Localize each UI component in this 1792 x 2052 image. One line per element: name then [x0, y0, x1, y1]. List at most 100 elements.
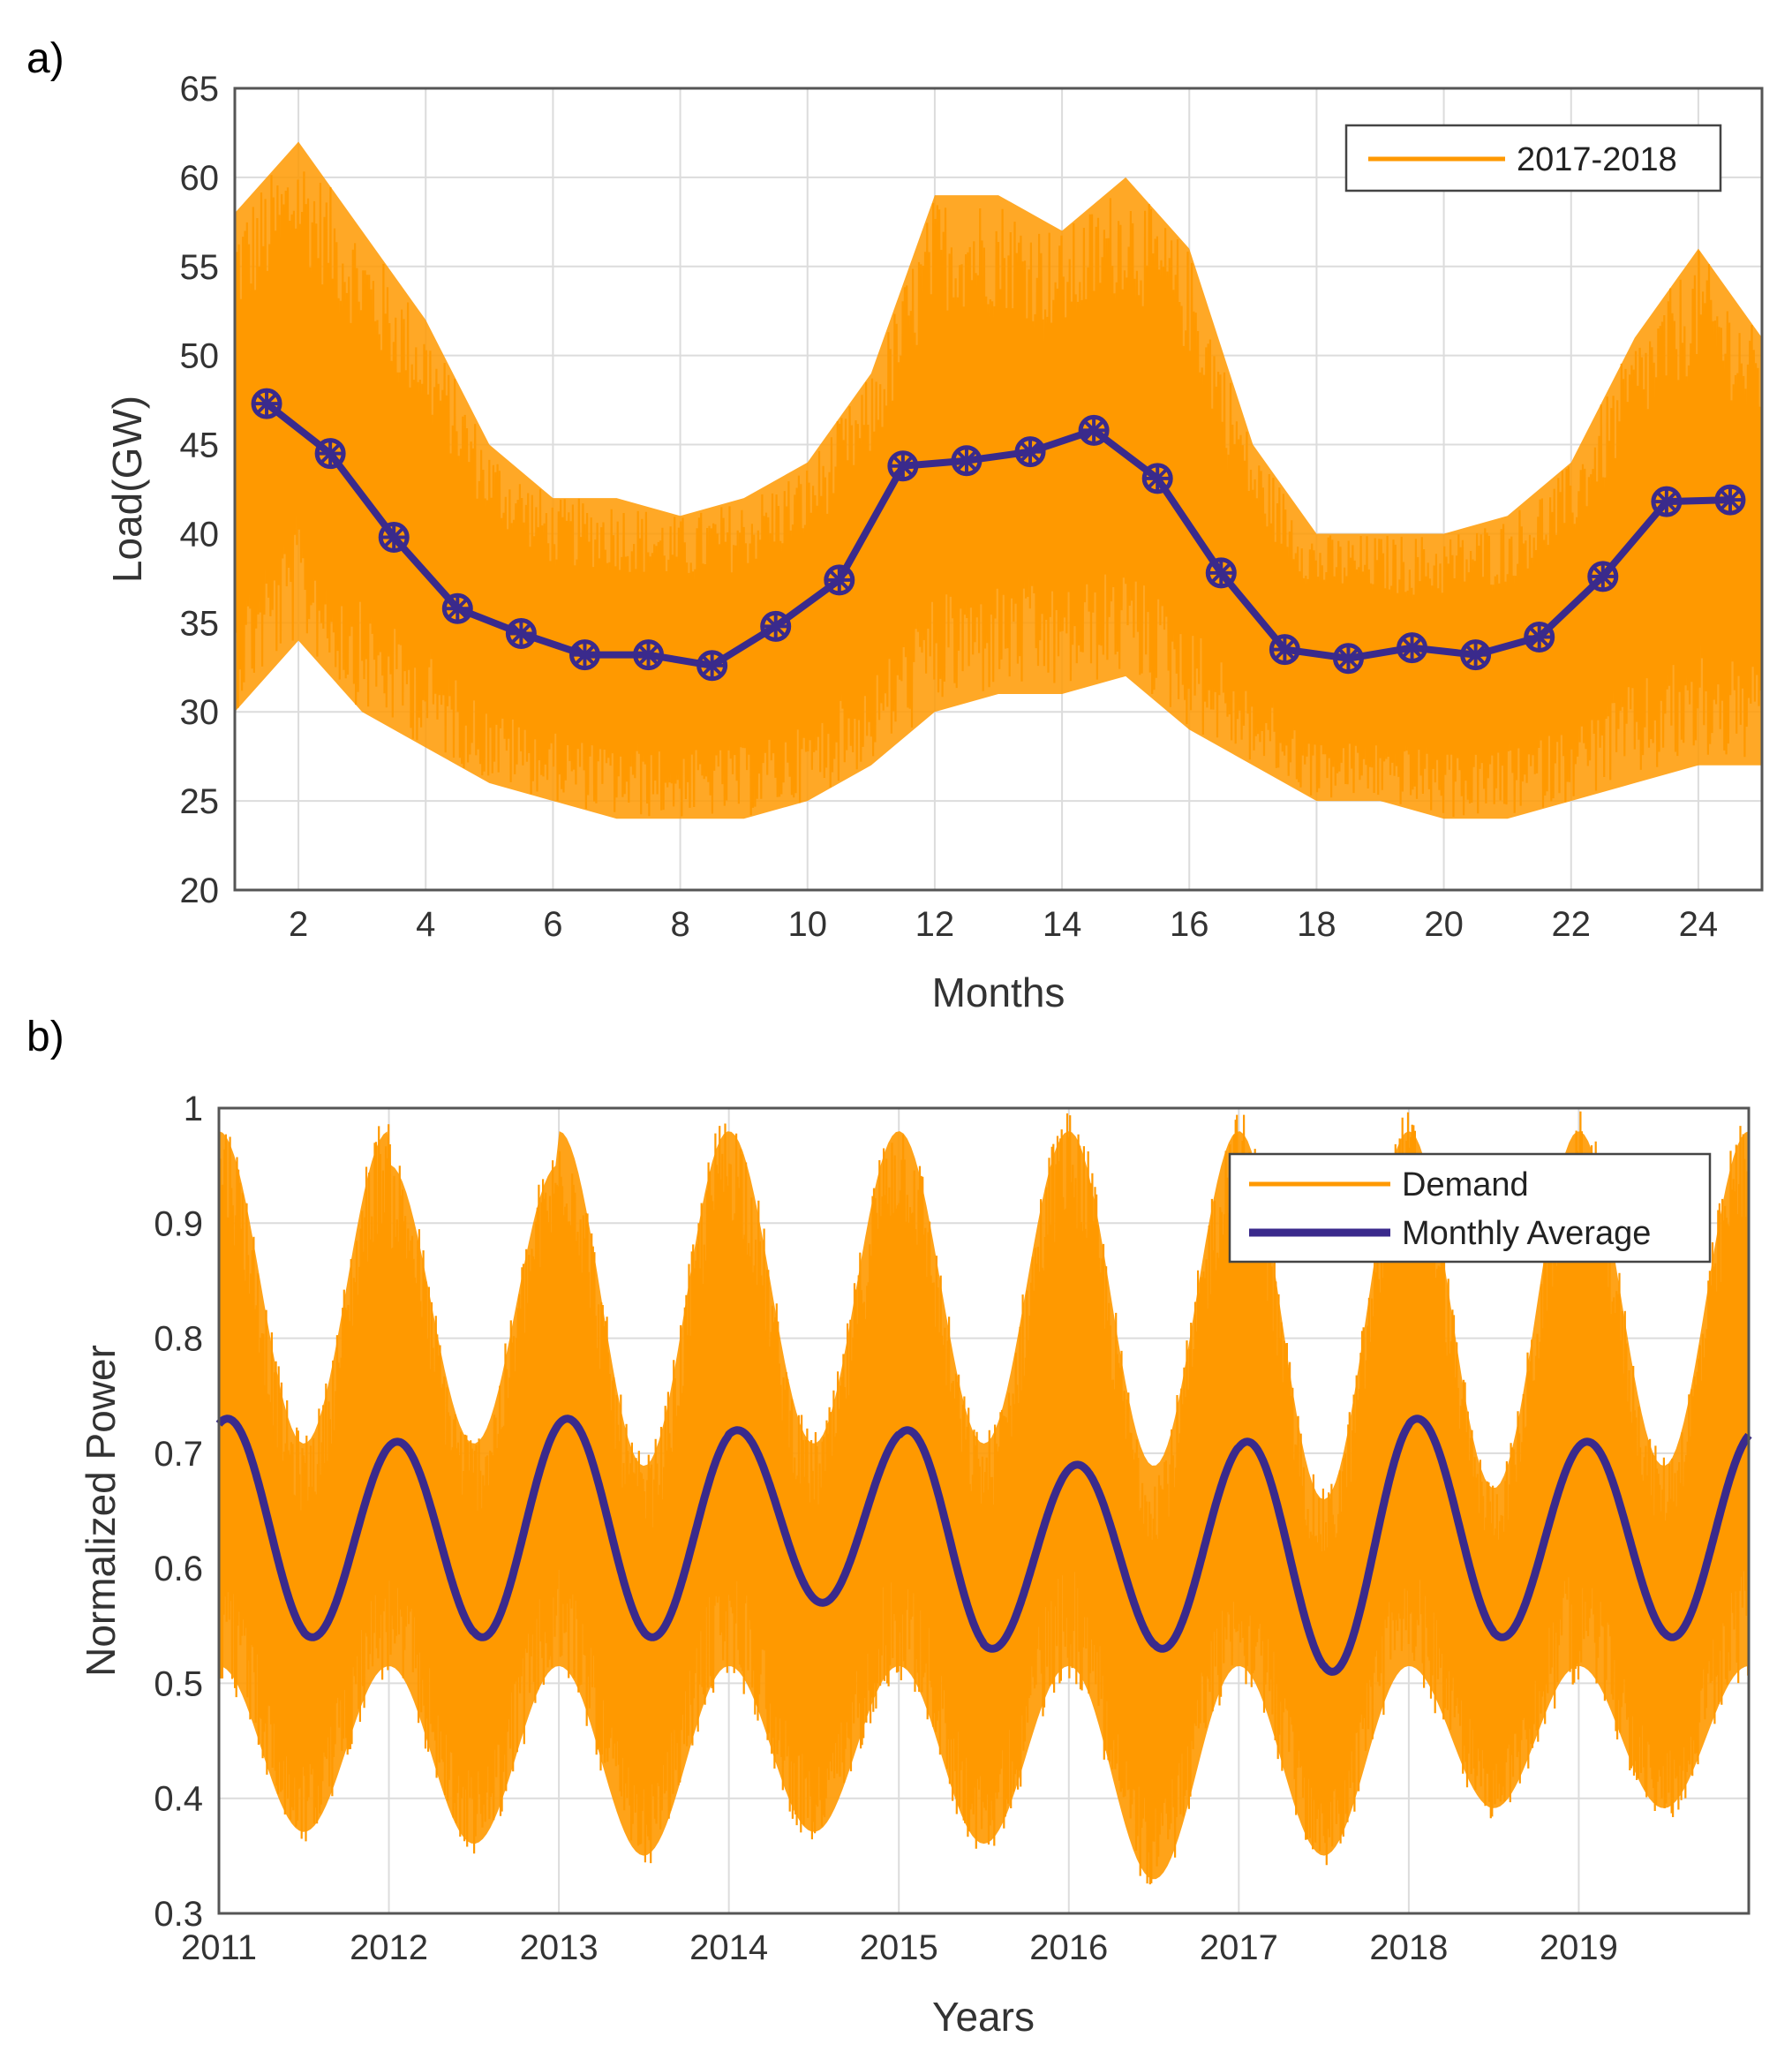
x-tick-label-a: 12	[915, 905, 955, 944]
monthly-average-marker-star-a	[1272, 637, 1298, 662]
monthly-average-marker-star-a	[826, 567, 852, 592]
y-tick-label-b: 0.6	[154, 1550, 203, 1588]
demand-series-line-a	[233, 171, 1764, 818]
y-tick-label-a: 30	[180, 693, 220, 732]
monthly-average-line-b	[215, 1415, 1752, 1676]
y-tick-label-a: 50	[180, 337, 220, 376]
monthly-average-marker-a	[1014, 436, 1046, 468]
legend-a: 2017-2018	[1344, 124, 1722, 192]
monthly-average-marker-a	[1141, 463, 1173, 494]
y-tick-label-a: 65	[180, 70, 220, 109]
monthly-average-marker-star-a	[1145, 465, 1171, 491]
y-tick-label-b: 0.3	[154, 1895, 203, 1934]
legend-entry-monthly-average: Monthly Average	[1402, 1215, 1651, 1252]
monthly-average-marker-star-a	[572, 642, 598, 668]
monthly-average-marker-star-a	[1208, 560, 1234, 585]
monthly-average-marker-a	[696, 650, 728, 682]
legend-entry-2017-2018: 2017-2018	[1517, 141, 1677, 178]
x-tick-label-a: 2	[289, 905, 308, 944]
monthly-average-marker-a	[760, 610, 792, 642]
x-tick-label-a: 22	[1552, 905, 1592, 944]
monthly-average-marker-a	[1587, 561, 1619, 592]
legend-entry-demand: Demand	[1402, 1166, 1529, 1203]
monthly-average-marker-a	[1205, 557, 1237, 589]
y-tick-label-a: 25	[180, 782, 220, 821]
monthly-average-marker-star-a	[1399, 635, 1425, 660]
y-tick-label-a: 55	[180, 248, 220, 287]
x-tick-label-b: 2013	[520, 1928, 599, 1967]
panel-b-label: b)	[26, 1014, 64, 1060]
x-tick-label-b: 2017	[1200, 1928, 1278, 1967]
x-tick-label-b: 2014	[689, 1928, 768, 1967]
monthly-average-marker-star-a	[445, 596, 471, 622]
x-tick-label-b: 2019	[1540, 1928, 1618, 1967]
x-tick-label-b: 2012	[350, 1928, 428, 1967]
y-tick-label-b: 0.9	[154, 1204, 203, 1243]
monthly-average-marker-star-a	[890, 453, 915, 479]
monthly-average-marker-star-a	[763, 614, 788, 639]
chart-panel-b: 2011 2012 2013 2014 2015 2016 2017 2018 2019 0.3 0…	[154, 1090, 1752, 1967]
monthly-average-marker-a	[824, 564, 855, 596]
monthly-average-marker-star-a	[381, 524, 407, 550]
x-tick-label-b: 2018	[1369, 1928, 1448, 1967]
monthly-average-marker-star-a	[636, 642, 661, 668]
monthly-average-marker-a	[1714, 484, 1746, 516]
y-tick-label-b: 0.7	[154, 1435, 203, 1474]
x-tick-label-a: 16	[1170, 905, 1209, 944]
monthly-average-marker-star-a	[1653, 489, 1679, 515]
monthly-average-marker-a	[314, 438, 346, 470]
monthly-average-marker-a	[951, 445, 983, 477]
y-tick-label-b: 1	[184, 1090, 203, 1128]
monthly-average-marker-star-a	[254, 391, 280, 417]
monthly-average-marker-a	[887, 450, 919, 482]
y-tick-label-a: 60	[180, 159, 220, 198]
x-axis-label-a: Months	[932, 969, 1065, 1015]
monthly-average-marker-star-a	[953, 448, 979, 473]
x-tick-label-a: 24	[1679, 905, 1719, 944]
monthly-average-marker-a	[568, 639, 600, 671]
y-tick-label-a: 40	[180, 515, 220, 554]
monthly-average-marker-a	[251, 388, 282, 419]
monthly-average-marker-a	[1332, 643, 1364, 675]
x-tick-label-a: 8	[670, 905, 689, 944]
plot-frame-a	[233, 87, 1764, 892]
monthly-average-marker-a	[505, 617, 537, 649]
monthly-average-marker-a	[633, 639, 665, 671]
demand-series-line-b	[217, 1111, 1751, 1885]
x-tick-label-a: 6	[543, 905, 562, 944]
x-tick-label-b: 2016	[1029, 1928, 1108, 1967]
x-tick-label-a: 18	[1297, 905, 1336, 944]
y-tick-label-a: 35	[180, 604, 220, 643]
monthly-average-marker-star-a	[1526, 624, 1552, 650]
monthly-average-marker-a	[1524, 621, 1555, 653]
x-tick-label-a: 10	[788, 905, 828, 944]
monthly-average-marker-a	[1460, 639, 1492, 671]
x-tick-label-a: 14	[1043, 905, 1082, 944]
y-tick-label-b: 0.8	[154, 1320, 203, 1359]
monthly-average-marker-star-a	[1081, 418, 1107, 443]
monthly-average-marker-star-a	[1717, 487, 1743, 513]
monthly-average-marker-a	[1651, 486, 1683, 517]
monthly-average-marker-a	[1269, 634, 1300, 666]
chart-panel-a: 2 4 6 8 10 12 14 16 18 20 22 2420253035404550556065…	[180, 70, 1764, 944]
plot-frame-b	[217, 1106, 1751, 1915]
monthly-average-marker-star-a	[1590, 563, 1615, 589]
x-tick-label-b: 2015	[860, 1928, 938, 1967]
legend-b: Demand Monthly Average	[1228, 1152, 1712, 1264]
monthly-average-marker-star-a	[699, 653, 725, 678]
y-axis-label-b: Normalized Power	[78, 1345, 124, 1677]
monthly-average-marker-star-a	[508, 621, 534, 646]
monthly-average-marker-star-a	[1463, 642, 1488, 668]
x-tick-label-a: 20	[1424, 905, 1464, 944]
x-tick-label-a: 4	[416, 905, 435, 944]
monthly-average-marker-a	[1078, 414, 1110, 446]
y-tick-label-b: 0.5	[154, 1664, 203, 1703]
panel-a-label: a)	[26, 35, 64, 82]
y-axis-label-a: Load(GW)	[104, 396, 150, 583]
y-tick-label-b: 0.4	[154, 1780, 203, 1819]
y-tick-label-a: 45	[180, 426, 220, 465]
x-tick-label-b: 2011	[181, 1928, 257, 1967]
monthly-average-marker-a	[1397, 632, 1428, 664]
monthly-average-marker-star-a	[318, 441, 343, 466]
